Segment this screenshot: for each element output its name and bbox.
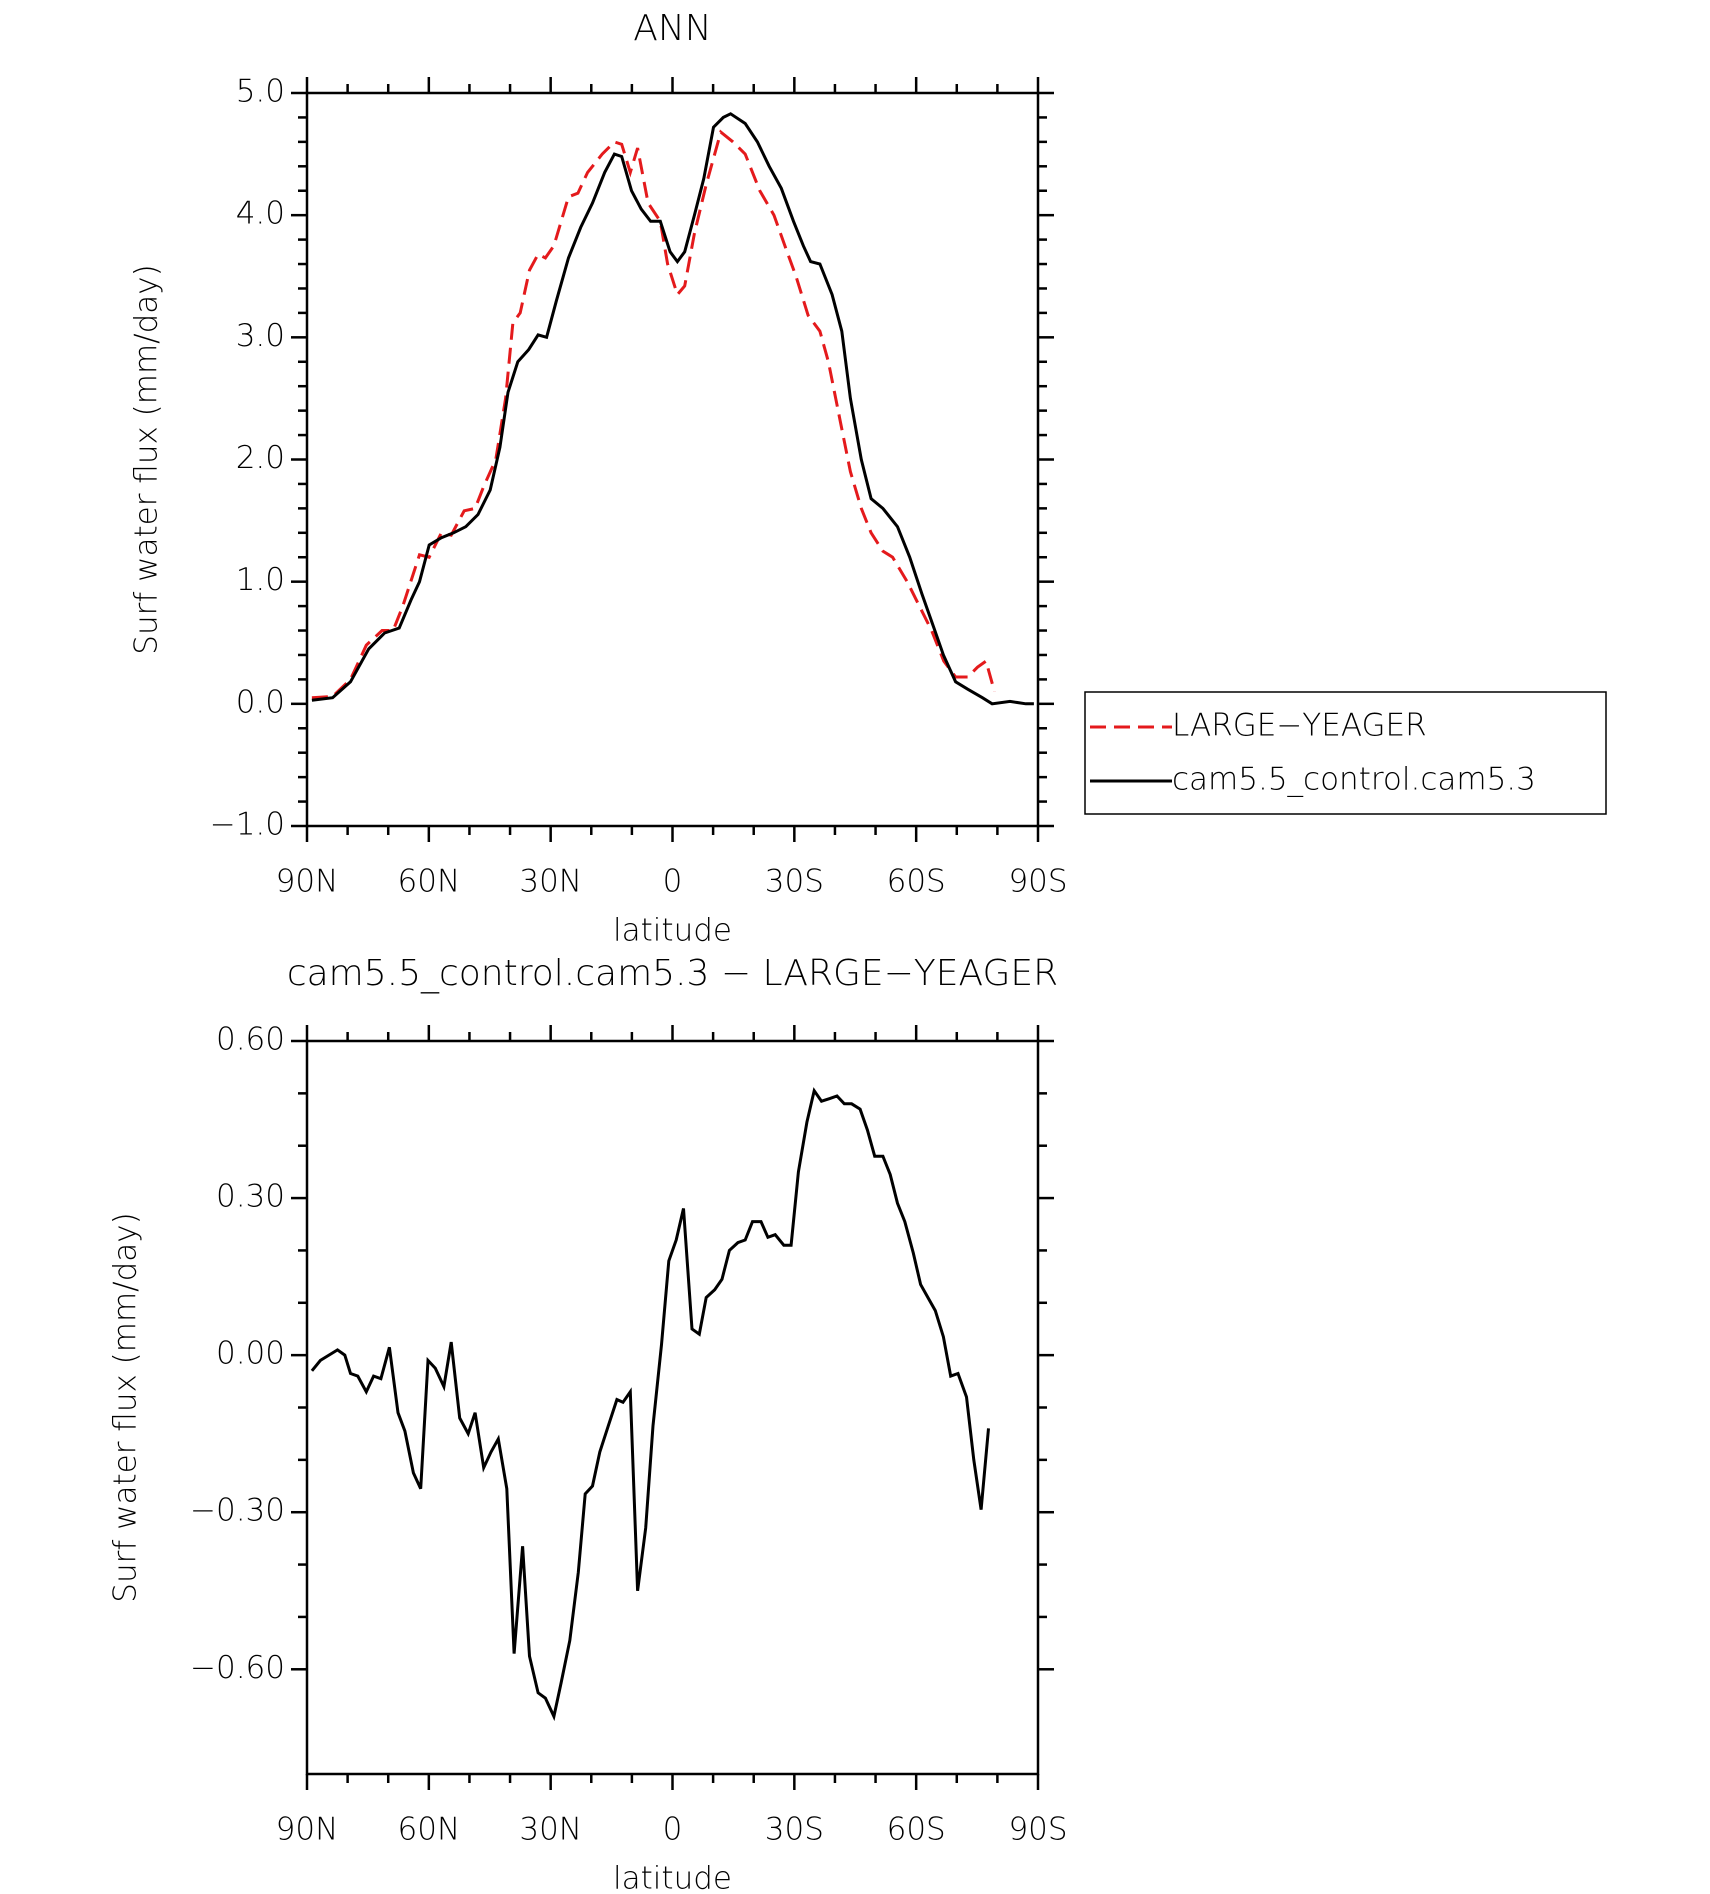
data-line [311, 129, 996, 700]
legend: LARGE−YEAGER cam5.5_control.cam5.3 [1084, 691, 1607, 815]
data-line [311, 112, 1034, 706]
x-tick-label: 30S [765, 864, 824, 900]
legend-label: cam5.5_control.cam5.3 [1172, 762, 1536, 798]
x-axis-label: latitude [613, 913, 732, 949]
x-tick-label: 60N [398, 1812, 461, 1848]
y-tick-label: 5.0 [236, 74, 285, 110]
chart-title: cam5.5_control.cam5.3 − LARGE−YEAGER [287, 953, 1058, 994]
legend-label: LARGE−YEAGER [1172, 708, 1427, 744]
y-axis-label: Surf water flux (mm/day) [129, 264, 165, 654]
x-tick-label: 0 [663, 1812, 683, 1848]
y-tick-label: −0.60 [190, 1650, 285, 1686]
y-tick-label: 1.0 [236, 562, 285, 598]
x-tick-label: 30S [765, 1812, 824, 1848]
y-tick-label: 0.30 [216, 1179, 285, 1215]
plot: cam5.5_control.cam5.3 − LARGE−YEAGER lati… [108, 953, 1068, 1894]
chart-title: ANN [633, 8, 712, 49]
y-tick-label: 2.0 [236, 440, 285, 476]
data-line [310, 1087, 990, 1722]
x-tick-label: 90N [276, 1812, 339, 1848]
y-tick-label: 3.0 [236, 318, 285, 354]
plot: ANN latitude Surf water flux (mm/day) 5.0 4.… [129, 8, 1068, 949]
y-tick-label: 0.00 [216, 1336, 285, 1372]
x-tick-label: 30N [519, 1812, 582, 1848]
x-axis-label: latitude [613, 1861, 732, 1894]
x-tick-label: 60N [398, 864, 461, 900]
x-tick-label: 60S [887, 1812, 946, 1848]
y-tick-label: −0.30 [190, 1493, 285, 1529]
legend-box [1084, 691, 1607, 815]
plot-frame [305, 1039, 1040, 1776]
y-tick-label: −1.0 [210, 807, 285, 843]
y-tick-label: 0.60 [216, 1022, 285, 1058]
y-tick-label: 4.0 [236, 196, 285, 232]
x-tick-label: 0 [663, 864, 683, 900]
x-tick-label: 90N [276, 864, 339, 900]
x-tick-label: 90S [1008, 1812, 1067, 1848]
x-tick-label: 60S [887, 864, 946, 900]
plot-frame [305, 91, 1040, 828]
y-axis-label: Surf water flux (mm/day) [108, 1212, 144, 1602]
x-tick-label: 30N [519, 864, 582, 900]
y-tick-label: 0.0 [236, 684, 285, 720]
x-tick-label: 90S [1008, 864, 1067, 900]
